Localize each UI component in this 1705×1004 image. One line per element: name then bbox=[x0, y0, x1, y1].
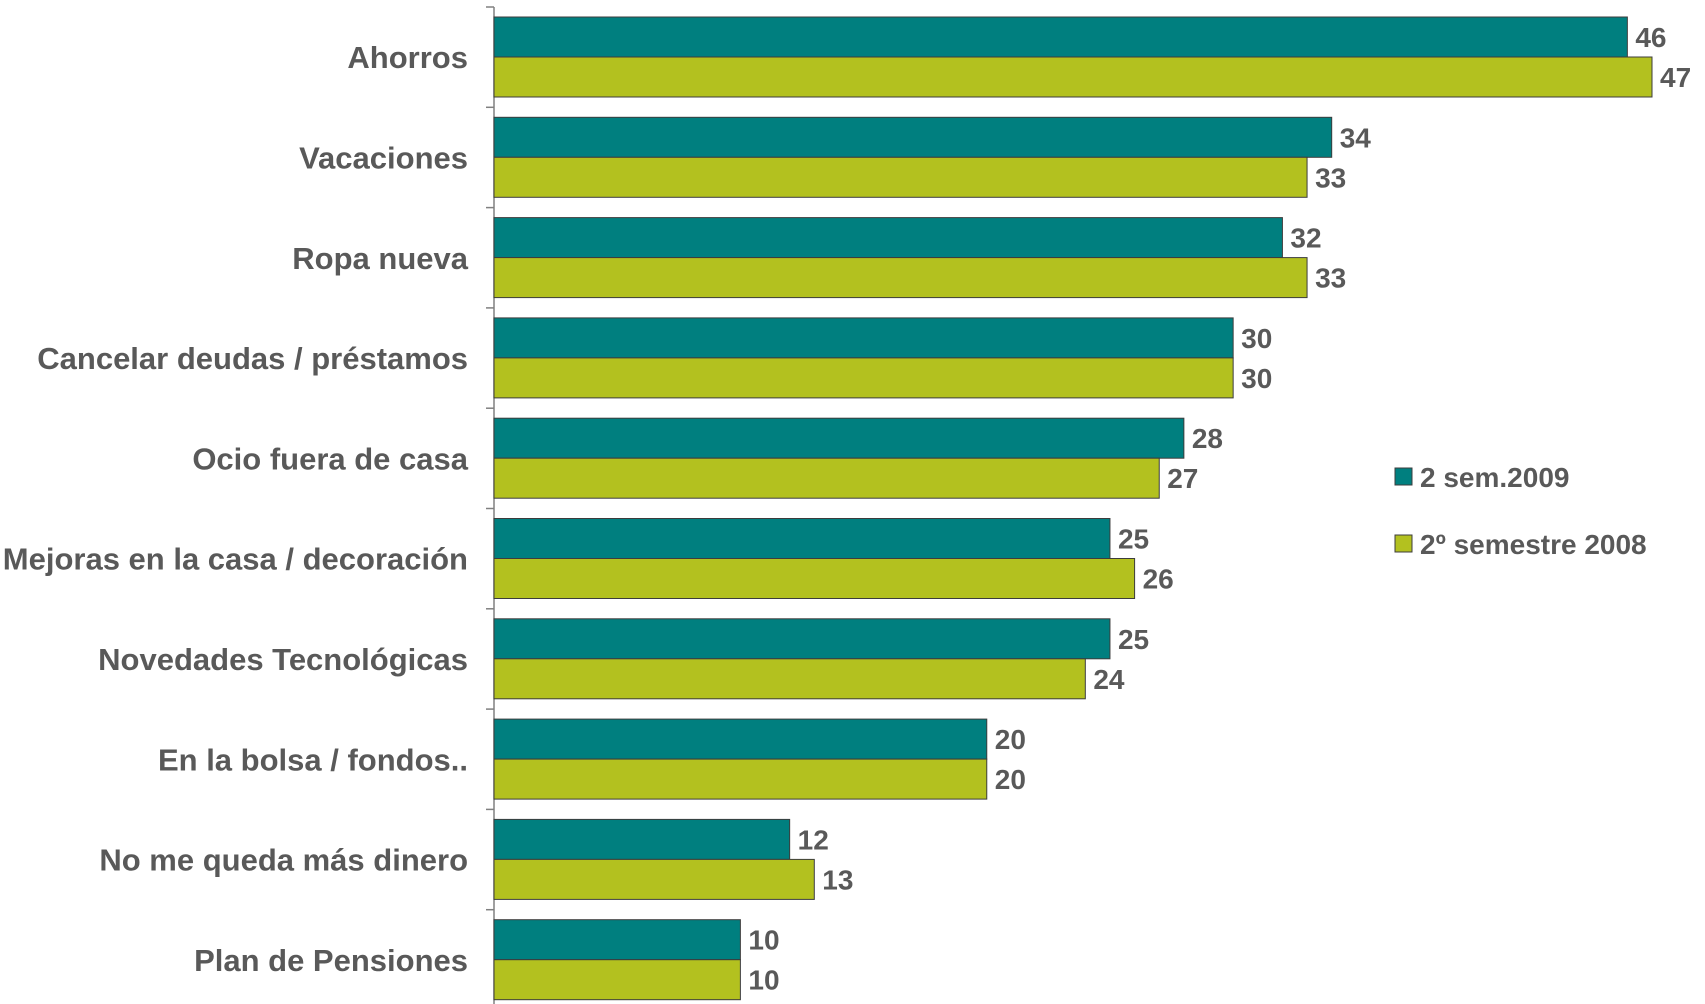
bar-series-2 bbox=[493, 858, 815, 900]
bar-series-1 bbox=[493, 116, 1333, 158]
category-label: Vacaciones bbox=[299, 140, 468, 175]
legend-swatch-series-1 bbox=[1394, 467, 1413, 486]
value-label-series-2: 30 bbox=[1241, 363, 1272, 394]
bar-series-1 bbox=[493, 417, 1185, 459]
axis bbox=[486, 6, 495, 1004]
bar-series-1 bbox=[493, 919, 741, 961]
bar-series-2 bbox=[493, 758, 988, 800]
category-label: No me queda más dinero bbox=[99, 843, 468, 878]
value-label-series-2: 20 bbox=[995, 764, 1026, 795]
bar-series-2 bbox=[493, 959, 741, 1001]
category-label: En la bolsa / fondos.. bbox=[158, 742, 468, 777]
bar-series-2 bbox=[493, 357, 1234, 399]
category-label: Cancelar deudas / préstamos bbox=[37, 341, 468, 376]
value-label-series-1: 25 bbox=[1118, 624, 1149, 655]
bar-series-1 bbox=[493, 618, 1111, 660]
value-label-series-1: 30 bbox=[1241, 323, 1272, 354]
value-label-series-1: 20 bbox=[995, 724, 1026, 755]
value-label-series-2: 24 bbox=[1093, 664, 1125, 695]
bar-series-1 bbox=[493, 718, 988, 760]
value-label-series-2: 47 bbox=[1660, 62, 1691, 93]
value-label-series-1: 34 bbox=[1340, 122, 1372, 153]
value-labels: 46 34 32 30 28 25 25 20 12 10 47 33 33 30 27 26 24 20 13 10 bbox=[748, 22, 1691, 996]
legend-swatch-series-2 bbox=[1394, 534, 1413, 553]
value-label-series-2: 26 bbox=[1143, 564, 1174, 595]
value-label-series-1: 10 bbox=[748, 925, 779, 956]
value-label-series-2: 13 bbox=[822, 864, 853, 895]
category-labels: Ahorros Vacaciones Ropa nueva Cancelar deud… bbox=[3, 40, 469, 978]
bar-series-2 bbox=[493, 156, 1308, 198]
bar-series-2 bbox=[493, 558, 1136, 599]
legend: 2 sem.2009 2º semestre 2008 bbox=[1394, 462, 1647, 560]
category-label: Mejoras en la casa / decoración bbox=[3, 542, 468, 577]
bar-series-2 bbox=[493, 56, 1653, 98]
bar-series-1 bbox=[493, 16, 1628, 58]
bar-series-2 bbox=[493, 457, 1160, 499]
category-label: Ocio fuera de casa bbox=[192, 441, 468, 476]
bars bbox=[493, 16, 1653, 1001]
category-label: Novedades Tecnológicas bbox=[98, 642, 468, 677]
bar-series-1 bbox=[493, 518, 1111, 559]
value-label-series-1: 25 bbox=[1118, 524, 1149, 555]
value-label-series-1: 12 bbox=[798, 824, 829, 855]
bar-series-2 bbox=[493, 257, 1308, 299]
bar-series-1 bbox=[493, 217, 1283, 259]
value-label-series-2: 10 bbox=[748, 965, 779, 996]
bar-series-1 bbox=[493, 317, 1234, 359]
category-label: Plan de Pensiones bbox=[194, 943, 468, 978]
bar-series-2 bbox=[493, 658, 1086, 700]
value-label-series-1: 46 bbox=[1635, 22, 1666, 53]
legend-label-series-1: 2 sem.2009 bbox=[1420, 462, 1569, 493]
category-label: Ahorros bbox=[347, 40, 468, 75]
value-label-series-1: 32 bbox=[1290, 223, 1321, 254]
value-label-series-2: 33 bbox=[1315, 162, 1346, 193]
value-label-series-2: 33 bbox=[1315, 263, 1346, 294]
value-label-series-2: 27 bbox=[1167, 463, 1198, 494]
legend-label-series-2: 2º semestre 2008 bbox=[1420, 529, 1647, 560]
category-label: Ropa nueva bbox=[292, 241, 468, 276]
value-label-series-1: 28 bbox=[1192, 423, 1223, 454]
bar-series-1 bbox=[493, 818, 791, 860]
